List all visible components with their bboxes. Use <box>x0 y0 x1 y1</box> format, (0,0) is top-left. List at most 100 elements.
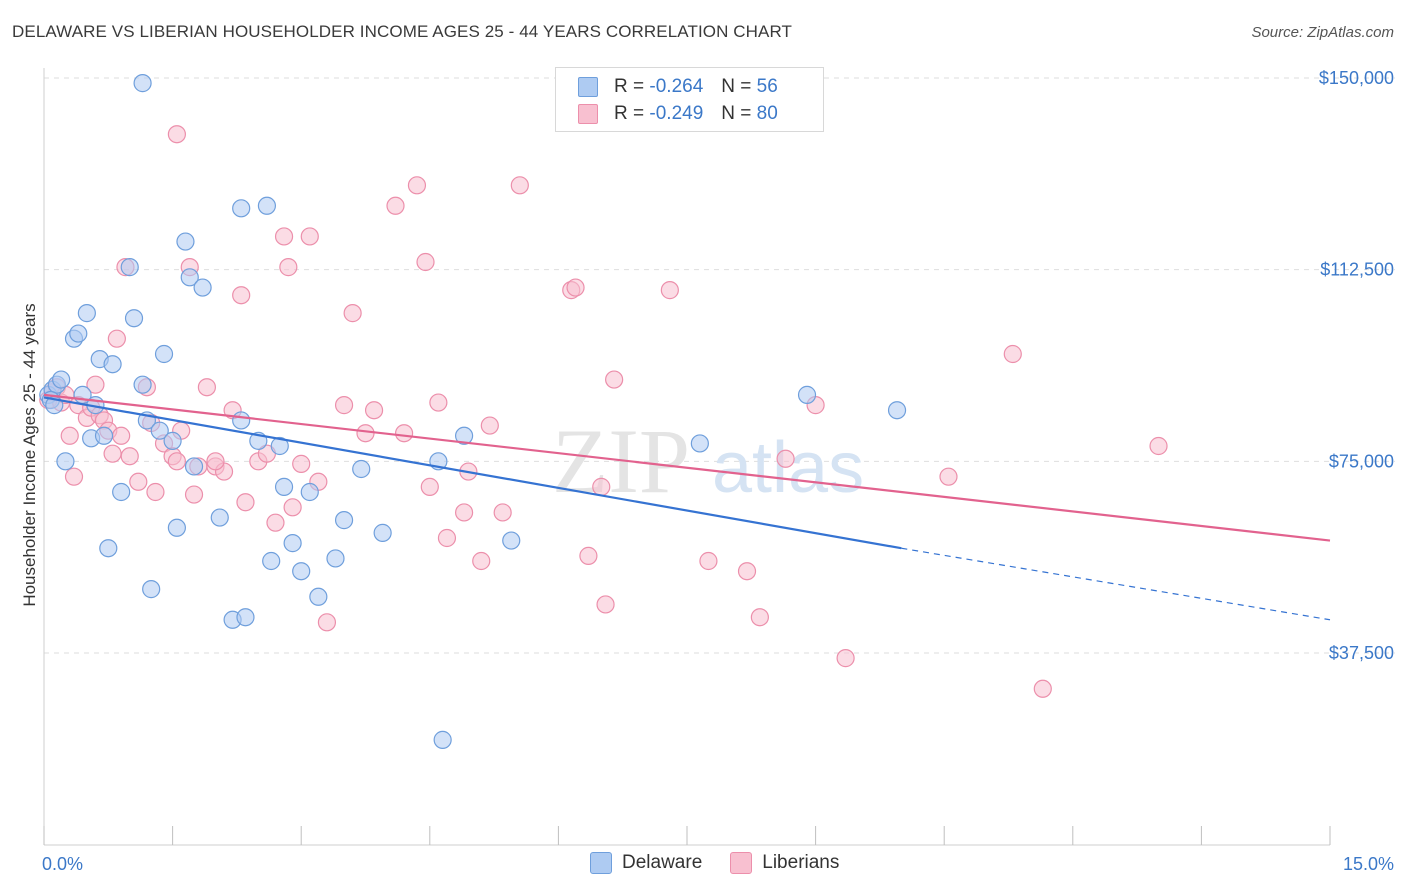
liberians-point <box>232 286 251 305</box>
liberians-point <box>1003 344 1022 364</box>
legend-r-label: R = <box>614 103 645 124</box>
grid-lines <box>44 77 1395 654</box>
delaware-point <box>283 534 302 553</box>
liberians-point <box>60 426 79 445</box>
delaware-point <box>797 385 817 404</box>
y-tick-label: $37,500 <box>1329 643 1394 663</box>
delaware-point <box>274 477 294 496</box>
y-tick-label: $75,000 <box>1329 451 1394 471</box>
liberians-point <box>112 426 131 445</box>
delaware-point <box>167 518 186 537</box>
series-swatch-delaware <box>590 852 612 874</box>
delaware-point <box>77 304 96 323</box>
liberians-point <box>317 613 337 632</box>
liberians-point <box>416 252 435 272</box>
legend-r-label: R = <box>614 76 645 97</box>
delaware-point <box>270 436 289 456</box>
delaware-point <box>334 511 354 530</box>
liberians-point <box>394 424 414 443</box>
delaware-point <box>124 309 144 328</box>
liberians-point <box>596 595 615 614</box>
legend-swatch-liberians <box>578 104 598 124</box>
liberians-point <box>750 608 769 627</box>
liberians-point <box>103 444 122 463</box>
liberians-point <box>266 513 285 532</box>
series-legend: Delaware Liberians <box>590 852 867 874</box>
liberians-point <box>206 452 225 471</box>
delaware-point <box>154 344 174 364</box>
liberians-trend-line <box>43 393 1331 542</box>
watermark-atlas: atlas <box>712 428 864 508</box>
delaware-point <box>112 482 131 502</box>
liberians-point <box>167 452 186 471</box>
legend-swatch-delaware <box>578 77 598 97</box>
series-label-delaware: Delaware <box>622 852 703 873</box>
delaware-point <box>502 531 521 550</box>
delaware-points <box>39 74 907 749</box>
delaware-point <box>454 426 474 445</box>
liberians-point <box>776 449 795 468</box>
delaware-point <box>180 268 199 287</box>
liberians-point <box>343 304 362 323</box>
delaware-point <box>103 355 122 374</box>
delaware-point <box>236 608 255 627</box>
x-tick-label-min: 0.0% <box>42 854 83 874</box>
delaware-point <box>352 459 371 479</box>
delaware-point <box>193 278 212 297</box>
liberians-point <box>184 485 204 504</box>
series-label-liberians: Liberians <box>762 852 840 873</box>
delaware-point <box>176 232 195 251</box>
trend-lines <box>43 393 1331 621</box>
liberians-point <box>480 416 499 435</box>
legend-r-value-liberians: -0.249 <box>649 103 704 124</box>
delaware-point <box>163 431 182 450</box>
delaware-point <box>326 549 345 568</box>
liberians-point <box>283 498 302 517</box>
liberians-point <box>146 482 165 502</box>
liberians-point <box>274 227 294 246</box>
liberians-point <box>236 493 255 512</box>
liberians-point <box>605 370 624 389</box>
liberians-point <box>129 472 148 491</box>
liberians-point <box>429 393 448 412</box>
x-tick-label-max: 15.0% <box>1343 854 1394 874</box>
legend-row-liberians: R = -0.249 N = 80 <box>578 102 778 126</box>
liberians-point <box>493 503 512 522</box>
delaware-point <box>232 411 251 430</box>
x-tick-marks <box>43 826 1331 845</box>
liberians-point <box>300 227 319 246</box>
liberians-point <box>660 281 679 300</box>
delaware-trend-extension <box>901 547 1331 621</box>
delaware-point <box>300 482 319 502</box>
liberians-point <box>437 528 457 548</box>
legend-n-value-liberians: 80 <box>756 103 778 124</box>
series-legend-delaware[interactable]: Delaware <box>590 852 702 874</box>
liberians-point <box>356 424 375 443</box>
liberians-point <box>292 454 311 473</box>
y-tick-labels: $37,500 $75,000 $112,500 $150,000 <box>1319 68 1394 663</box>
delaware-point <box>309 587 328 606</box>
legend-row-delaware: R = -0.264 N = 56 <box>578 75 778 99</box>
liberians-point <box>566 278 585 297</box>
legend-r-value-delaware: -0.264 <box>649 76 704 97</box>
liberians-point <box>836 649 855 668</box>
series-legend-liberians[interactable]: Liberians <box>730 852 839 874</box>
delaware-point <box>210 508 229 527</box>
delaware-point <box>142 580 161 599</box>
delaware-point <box>99 539 118 558</box>
liberians-point <box>334 396 354 415</box>
series-swatch-liberians <box>730 852 753 874</box>
delaware-point <box>184 457 204 476</box>
legend: R = -0.264 N = 56 R = -0.249 N = 80 <box>555 67 824 132</box>
liberians-point <box>64 467 84 486</box>
liberians-point <box>364 401 384 420</box>
liberians-point <box>107 329 126 348</box>
delaware-point <box>262 551 281 571</box>
delaware-trend-line <box>43 396 902 550</box>
liberians-point <box>1149 436 1168 456</box>
liberians-point <box>592 477 611 496</box>
liberians-point <box>454 503 474 522</box>
delaware-point <box>373 523 392 542</box>
liberians-point <box>472 551 491 571</box>
